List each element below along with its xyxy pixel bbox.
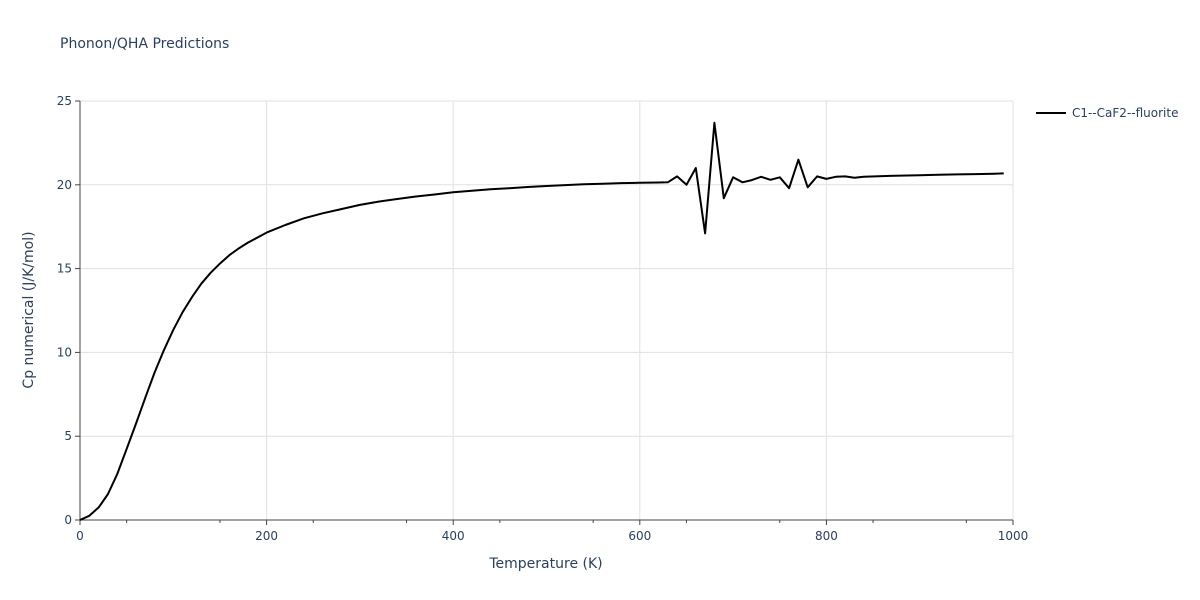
chart-title: Phonon/QHA Predictions — [60, 36, 230, 52]
y-tick-label: 10 — [57, 345, 72, 359]
x-tick-label: 0 — [76, 529, 84, 543]
x-tick-label: 600 — [628, 529, 651, 543]
legend[interactable]: C1--CaF2--fluorite — [1036, 106, 1178, 120]
x-tick-label: 400 — [442, 529, 465, 543]
x-tick-label: 1000 — [998, 529, 1029, 543]
x-tick-label: 200 — [255, 529, 278, 543]
legend-label: C1--CaF2--fluorite — [1072, 106, 1179, 120]
legend-swatch-line — [1036, 112, 1066, 114]
y-tick-label: 15 — [57, 262, 72, 276]
y-axis-title: Cp numerical (J/K/mol) — [21, 231, 37, 388]
x-tick-label: 800 — [815, 529, 838, 543]
grid — [80, 100, 1014, 520]
y-tick-label: 0 — [64, 513, 72, 527]
series-layer — [79, 121, 1004, 521]
series-line-0[interactable] — [79, 121, 1004, 521]
y-tick-label: 25 — [57, 94, 72, 108]
y-tick-label: 5 — [64, 429, 72, 443]
x-axis-title: Temperature (K) — [488, 556, 602, 572]
y-tick-label: 20 — [57, 178, 72, 192]
axes: 0 5 10 15 20 25 0 200 400 600 800 1000 — [57, 94, 1029, 543]
